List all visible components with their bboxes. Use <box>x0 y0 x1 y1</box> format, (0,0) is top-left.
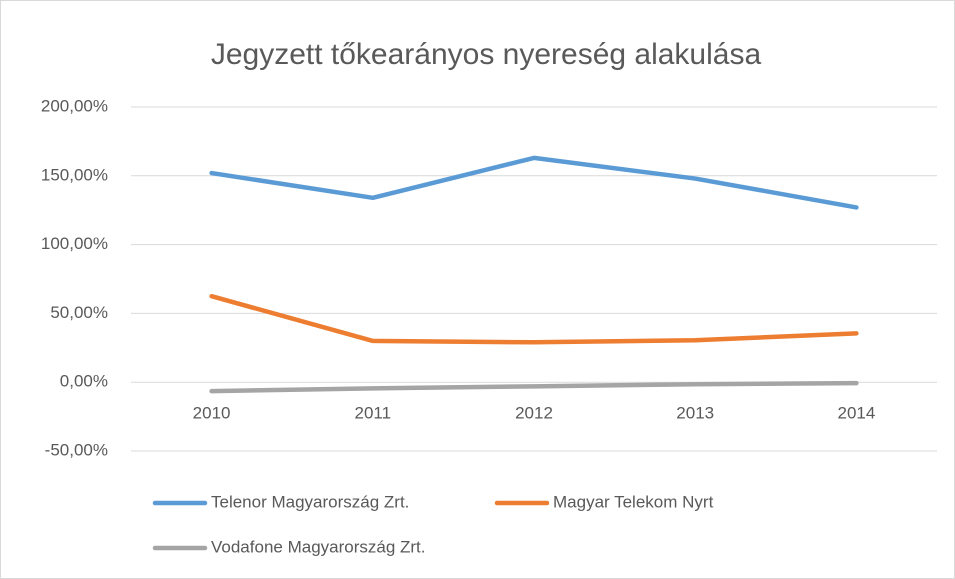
x-tick-label: 2012 <box>515 404 553 423</box>
x-tick-label: 2010 <box>193 404 231 423</box>
y-tick-label: 200,00% <box>41 96 108 115</box>
x-tick-label: 2013 <box>676 404 714 423</box>
series-line <box>209 380 859 394</box>
y-tick-label: 100,00% <box>41 234 108 253</box>
y-tick-label: -50,00% <box>45 440 108 459</box>
legend-label: Vodafone Magyarország Zrt. <box>211 537 426 556</box>
y-tick-label: 0,00% <box>60 372 108 391</box>
series-line <box>209 293 859 345</box>
x-tick-label: 2014 <box>837 404 875 423</box>
legend-label: Telenor Magyarország Zrt. <box>211 492 409 511</box>
legend-label: Magyar Telekom Nyrt <box>553 492 714 511</box>
chart-title: Jegyzett tőkearányos nyereség alakulása <box>211 38 762 71</box>
x-tick-label: 2011 <box>355 404 392 423</box>
y-tick-label: 50,00% <box>50 303 108 322</box>
series-line <box>209 155 859 210</box>
y-tick-label: 150,00% <box>41 165 108 184</box>
